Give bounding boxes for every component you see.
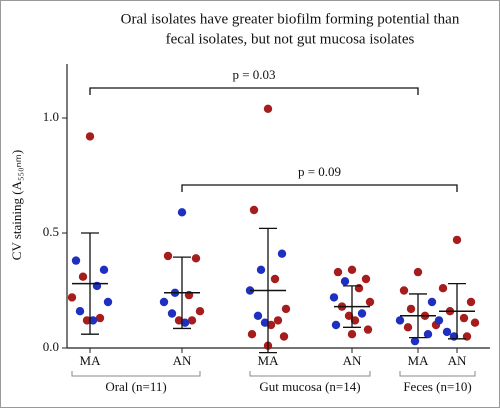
data-point [256,265,266,274]
data-point [350,316,360,325]
data-point [344,311,354,320]
data-point [470,318,480,327]
data-point [82,316,92,325]
data-point [266,320,276,330]
data-point [442,327,452,337]
data-point [340,277,350,286]
data-point [423,330,433,339]
data-point [452,235,462,245]
data-point [363,325,373,334]
x-tick-label: AN [448,353,467,368]
data-point [177,208,187,217]
data-point [67,293,77,302]
data-point [195,307,205,316]
data-point [413,267,423,277]
data-point [459,313,469,323]
group-bracket [399,371,476,377]
data-point [347,265,357,274]
data-point [365,297,375,307]
data-point [99,265,109,274]
data-point [281,304,291,314]
y-tick-label: 0.0 [43,339,59,354]
data-point [249,205,259,215]
y-axis-label: CV staining (A₅₅₀ₙₘ) [9,150,24,260]
comparison-bracket [89,87,419,95]
x-tick-label: AN [343,353,362,368]
data-point [427,297,437,307]
title-line: fecal isolates, but not gut mucosa isola… [166,31,415,47]
data-point [78,272,88,281]
data-point [403,323,413,332]
data-point [163,251,173,261]
x-tick-label: AN [173,353,192,368]
comparison-label: p = 0.03 [232,67,275,82]
data-point [406,304,416,314]
comparison-label: p = 0.09 [298,164,341,179]
data-point [95,313,105,323]
data-point [180,318,190,327]
group-label: Gut mucosa (n=14) [259,379,360,394]
comparison-bracket [181,184,458,192]
data-point [247,330,257,339]
data-point [88,316,98,325]
data-point [399,286,409,295]
data-point [159,297,169,307]
group-label: Oral (n=11) [105,379,166,394]
data-point [434,316,444,325]
group-label: Feces (n=10) [403,379,471,394]
data-point [329,293,339,302]
data-point [438,284,448,293]
data-point [253,311,263,320]
data-point [85,132,95,141]
data-point [263,104,273,114]
group-bracket [249,371,371,377]
data-point [71,256,81,265]
data-point [331,320,341,330]
data-point [357,309,367,318]
data-point [395,316,405,325]
y-tick-label: 1.0 [43,109,59,124]
x-tick-label: MA [80,353,102,368]
data-point [191,254,201,263]
data-point [187,316,197,325]
data-point [333,267,343,277]
data-point [103,297,113,307]
data-point [279,332,289,341]
data-point [277,249,287,258]
data-point [273,316,283,325]
group-bracket [71,371,201,377]
x-tick-label: MA [258,353,280,368]
data-point [270,274,280,284]
data-point [466,297,476,307]
data-point [361,274,371,284]
y-tick-label: 0.5 [43,224,59,239]
data-point [410,336,420,346]
title-line: Oral isolates have greater biofilm formi… [121,11,460,27]
data-point [75,307,85,316]
data-point [167,309,177,318]
x-tick-label: MA [408,353,430,368]
data-point [347,330,357,339]
